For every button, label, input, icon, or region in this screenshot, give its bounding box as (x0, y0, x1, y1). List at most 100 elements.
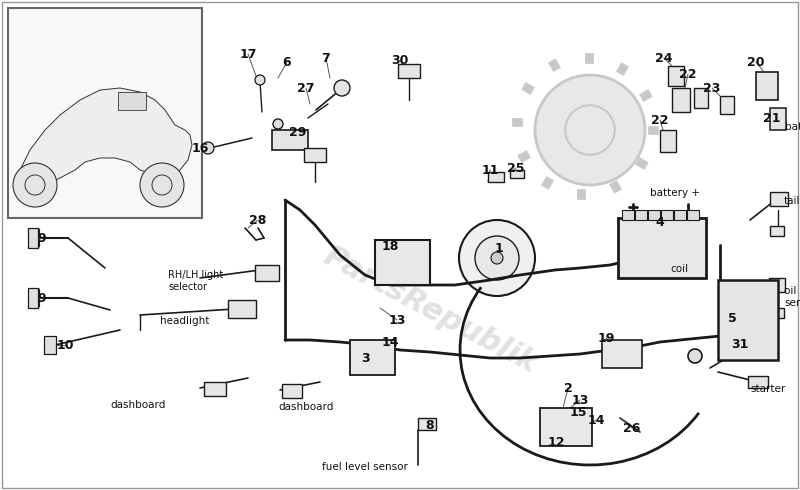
Bar (660, 130, 676, 152)
Text: battery +: battery + (650, 188, 700, 198)
Bar (770, 308, 784, 318)
Bar (585, 53, 593, 63)
Text: 26: 26 (623, 421, 641, 435)
Text: 18: 18 (382, 240, 398, 252)
Text: 17: 17 (239, 48, 257, 60)
Text: fuel level sensor: fuel level sensor (322, 462, 408, 472)
Circle shape (535, 75, 645, 185)
Bar (622, 210, 634, 220)
Text: 22: 22 (679, 68, 697, 80)
Circle shape (491, 252, 503, 264)
Circle shape (475, 236, 519, 280)
Bar (648, 126, 658, 134)
Bar (639, 90, 652, 101)
Bar (304, 148, 326, 162)
Bar (610, 180, 622, 193)
Bar (770, 108, 786, 130)
Bar (542, 176, 554, 189)
Circle shape (13, 163, 57, 207)
Bar (255, 265, 279, 281)
Text: 9: 9 (38, 231, 46, 245)
Text: 12: 12 (547, 436, 565, 448)
Text: 13: 13 (571, 393, 589, 407)
Bar (769, 278, 785, 292)
Bar (118, 92, 146, 110)
Circle shape (459, 220, 535, 296)
Text: 21: 21 (763, 112, 781, 124)
Bar (661, 210, 673, 220)
Circle shape (566, 105, 614, 155)
Polygon shape (20, 88, 192, 195)
Bar (756, 72, 778, 100)
Bar (398, 64, 420, 78)
Bar (635, 157, 648, 170)
Text: 5: 5 (728, 312, 736, 324)
Bar (375, 240, 430, 285)
Bar (549, 59, 561, 72)
Text: 23: 23 (703, 81, 721, 95)
Text: 6: 6 (282, 55, 291, 69)
Circle shape (152, 175, 172, 195)
Bar (8, 8, 202, 218)
Bar (488, 172, 504, 182)
Text: 4: 4 (656, 216, 664, 228)
Bar (617, 63, 629, 75)
Text: 22: 22 (651, 114, 669, 126)
Bar (350, 340, 395, 375)
Bar (44, 336, 56, 354)
Text: 13: 13 (388, 314, 406, 326)
Bar (694, 88, 708, 108)
Ellipse shape (275, 131, 305, 145)
Bar (770, 192, 788, 206)
Text: 16: 16 (191, 142, 209, 154)
Bar (668, 66, 684, 86)
Text: 30: 30 (391, 53, 409, 67)
Circle shape (688, 349, 702, 363)
Circle shape (255, 75, 265, 85)
Text: 2: 2 (564, 382, 572, 394)
Text: starter: starter (750, 384, 786, 394)
Text: dashboard: dashboard (278, 402, 334, 412)
Bar (282, 384, 302, 398)
Text: 11: 11 (482, 164, 498, 176)
Bar (720, 96, 734, 114)
Circle shape (202, 142, 214, 154)
Text: 28: 28 (250, 214, 266, 226)
Circle shape (140, 163, 184, 207)
Circle shape (25, 175, 45, 195)
Text: battery -: battery - (785, 122, 800, 132)
Text: 14: 14 (382, 336, 398, 348)
Bar (518, 150, 530, 163)
Text: 20: 20 (747, 55, 765, 69)
Bar (672, 88, 690, 112)
Text: coil: coil (670, 264, 688, 274)
Text: 19: 19 (598, 332, 614, 344)
Bar (748, 376, 768, 388)
Text: 9: 9 (38, 292, 46, 304)
Bar (28, 228, 38, 248)
Bar (718, 280, 778, 360)
Text: 1: 1 (494, 242, 503, 254)
Bar (770, 226, 784, 236)
Bar (510, 170, 524, 178)
Bar (204, 382, 226, 396)
Text: PartsRepublik: PartsRepublik (318, 241, 542, 379)
Bar (602, 340, 642, 368)
Text: 7: 7 (322, 51, 330, 65)
Bar (512, 118, 522, 126)
Text: 8: 8 (426, 418, 434, 432)
Bar (577, 189, 585, 199)
Bar (522, 83, 534, 95)
Circle shape (334, 80, 350, 96)
Bar (28, 288, 38, 308)
Text: 10: 10 (56, 339, 74, 351)
Text: oil level
sensor: oil level sensor (784, 286, 800, 308)
Text: headlight: headlight (160, 316, 210, 326)
Circle shape (273, 119, 283, 129)
Text: 29: 29 (290, 125, 306, 139)
Text: 14: 14 (587, 414, 605, 426)
Text: 27: 27 (298, 81, 314, 95)
Bar (418, 418, 436, 430)
Bar (648, 210, 660, 220)
Text: dashboard: dashboard (110, 400, 166, 410)
